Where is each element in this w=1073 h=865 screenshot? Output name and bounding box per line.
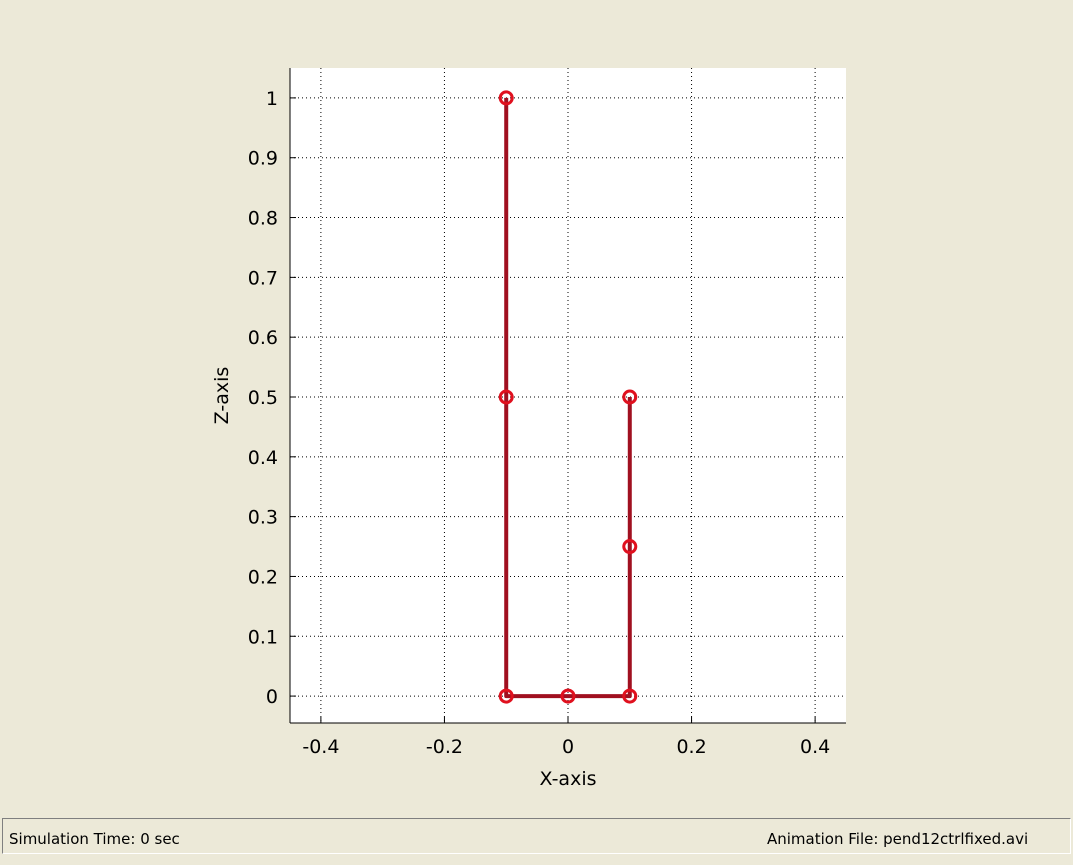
- y-tick-label: 0.7: [248, 267, 278, 289]
- data-point: [560, 688, 576, 704]
- y-tick-label: 0.6: [248, 327, 278, 349]
- x-tick-label: -0.2: [426, 736, 463, 758]
- x-tick-label: 0.2: [676, 736, 706, 758]
- y-tick-label: 1: [266, 88, 278, 110]
- plot-area: [290, 68, 846, 723]
- y-tick-label: 0: [266, 686, 278, 708]
- y-tick-label: 0.8: [248, 208, 278, 230]
- series-line: [504, 97, 632, 699]
- data-point: [498, 389, 514, 405]
- data-point: [622, 688, 638, 704]
- data-point: [622, 389, 638, 405]
- status-panel: Simulation Time: 0 sec Animation File: p…: [2, 818, 1071, 854]
- y-axis-label: Z-axis: [211, 367, 233, 425]
- x-tick-label: 0: [562, 736, 574, 758]
- status-bar: Simulation Time: 0 sec Animation File: p…: [0, 816, 1073, 865]
- data-point: [498, 688, 514, 704]
- x-tick-label: 0.4: [800, 736, 830, 758]
- y-tick-label: 0.2: [248, 566, 278, 588]
- animation-file-text: Animation File: pend12ctrlfixed.avi: [767, 830, 1029, 848]
- y-tick-label: 0.9: [248, 148, 278, 170]
- y-tick-label: 0.4: [248, 447, 278, 469]
- y-tick-label: 0.5: [248, 387, 278, 409]
- x-tick-label: -0.4: [302, 736, 339, 758]
- data-point: [622, 539, 638, 555]
- simulation-time-text: Simulation Time: 0 sec: [9, 830, 180, 848]
- plot-canvas: -0.4 -0.2 0 0.2 0.4 0 0.1 0.2 0.3 0.4 0.5 0.6 0.7 0.8…: [211, 68, 846, 790]
- y-tick-label: 0.1: [248, 626, 278, 648]
- y-tick-label: 0.3: [248, 507, 278, 529]
- x-axis-label: X-axis: [540, 768, 597, 790]
- data-point: [498, 90, 514, 106]
